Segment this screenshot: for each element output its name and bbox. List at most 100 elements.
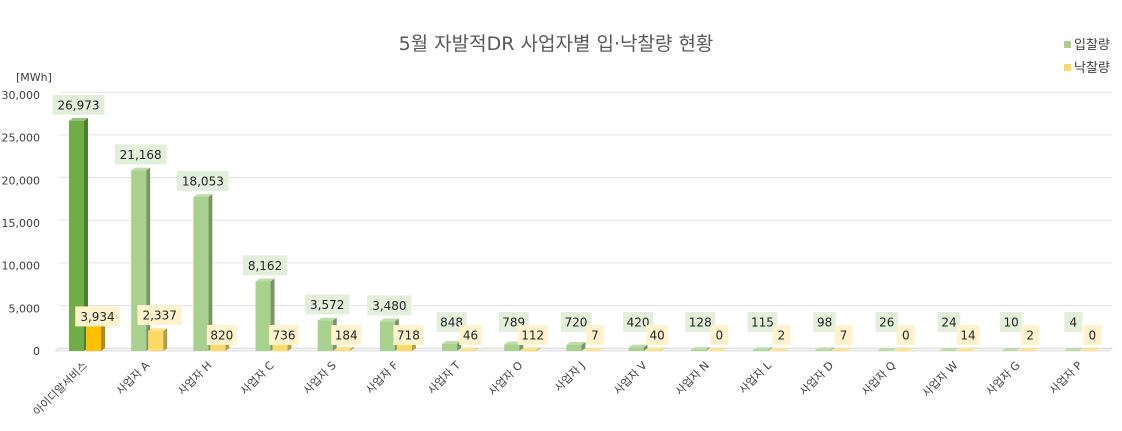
x-category-label: 사업자 S [301,359,339,397]
bar-bid [752,347,772,351]
bar-bid [193,194,213,351]
svg-text:24: 24 [941,316,956,330]
bar-award [334,346,354,351]
bar-award [521,347,541,351]
x-category-label: 사업자 T [425,359,463,397]
svg-text:184: 184 [335,329,358,343]
data-label-bid: 24 [937,312,961,332]
x-category-label: 사업자 V [611,359,650,398]
svg-text:0: 0 [902,329,910,343]
svg-text:2: 2 [1026,329,1034,343]
svg-text:848: 848 [440,316,463,330]
bar-award [645,347,665,351]
data-label-award: 40 [645,325,669,345]
y-axis-unit-label: [MWh] [16,71,52,84]
svg-text:21,168: 21,168 [120,148,162,162]
bar-award [1080,348,1100,351]
svg-text:3,480: 3,480 [372,299,406,313]
legend: 입찰량 낙찰량 [1064,38,1110,76]
svg-text:8,162: 8,162 [248,259,282,273]
data-label-bid: 4 [1064,312,1083,332]
bar-bid [1001,348,1021,351]
y-tick-label: 20,000 [2,174,41,187]
legend-swatch-award [1064,64,1071,71]
bar-award [148,328,168,351]
legend-label-bid: 입찰량 [1074,38,1110,53]
y-tick-label: 25,000 [2,132,41,145]
svg-text:720: 720 [564,316,587,330]
x-category-label: 사업자 C [238,359,277,398]
svg-text:10: 10 [1004,316,1019,330]
svg-text:420: 420 [627,316,650,330]
data-label-award: 46 [459,325,482,345]
data-label-award: 112 [517,325,548,345]
bar-bid [815,347,835,351]
svg-text:115: 115 [751,316,774,330]
bar-award [459,347,479,351]
data-label-bid: 128 [685,312,716,332]
svg-text:3,934: 3,934 [80,310,114,324]
bar-bid [628,344,648,351]
data-label-award: 820 [206,325,237,345]
data-label-award: 2 [772,325,791,345]
data-label-award: 184 [331,325,362,345]
y-axis-ticks: 0 5,000 10,000 15,000 20,000 25,000 30,000 [2,89,41,358]
data-label-bid: 98 [813,312,836,332]
data-label-award: 2,337 [137,305,182,326]
x-category-label: 사업자 L [737,358,775,396]
bar-award [583,348,603,351]
category-labels: 아이디알서비스 사업자 A 사업자 H 사업자 C 사업자 S 사업자 F 사업자 T 사업자… [30,358,1085,418]
svg-text:718: 718 [397,329,420,343]
y-tick-label: 0 [33,345,40,358]
x-category-label: 사업자 J [552,359,587,394]
data-label-award: 0 [710,325,729,345]
svg-text:7: 7 [840,329,848,343]
data-label-award: 0 [1083,325,1102,345]
bar-award [1018,348,1038,351]
bar-award [832,348,852,351]
data-label-bid: 26 [875,312,899,332]
x-category-label: 사업자 P [1047,359,1085,397]
bar-award [956,348,976,351]
bar-bid [566,342,586,351]
data-label-award: 718 [393,325,424,345]
svg-text:46: 46 [463,329,478,343]
bar-bid [69,118,88,352]
svg-text:98: 98 [817,316,832,330]
svg-text:7: 7 [591,329,599,343]
x-category-label: 사업자 Q [859,359,898,398]
data-label-bid: 115 [747,312,778,332]
y-tick-label: 10,000 [2,260,41,273]
svg-text:3,572: 3,572 [310,298,344,312]
bar-award [894,348,914,351]
svg-text:2: 2 [778,329,786,343]
y-tick-label: 30,000 [2,89,41,102]
data-label-bid: 3,572 [304,294,350,315]
bar-award [707,348,727,351]
bars: 26,973 3,934 21,168 2,337 18,053 820 8,162 736 3… [52,94,1102,352]
svg-text:26,973: 26,973 [58,98,100,112]
x-category-label: 사업자 H [175,359,214,398]
svg-text:26: 26 [879,316,894,330]
svg-text:112: 112 [521,329,544,343]
svg-text:0: 0 [715,329,723,343]
svg-text:820: 820 [210,329,233,343]
data-label-bid: 720 [560,312,591,332]
data-label-award: 3,934 [75,306,120,327]
data-label-award: 736 [269,325,299,345]
svg-text:2,337: 2,337 [142,309,176,323]
svg-text:14: 14 [960,329,975,343]
x-category-label: 사업자 O [486,359,525,398]
x-category-label: 사업자 W [920,359,961,400]
y-tick-label: 15,000 [2,217,41,230]
x-category-label: 사업자 N [673,359,712,398]
svg-text:736: 736 [273,329,296,343]
data-label-award: 2 [1021,325,1040,345]
y-tick-label: 5,000 [9,302,41,315]
data-label-award: 0 [896,325,915,345]
svg-text:128: 128 [689,316,712,330]
data-label-bid: 848 [436,312,467,332]
svg-text:18,053: 18,053 [182,174,224,188]
